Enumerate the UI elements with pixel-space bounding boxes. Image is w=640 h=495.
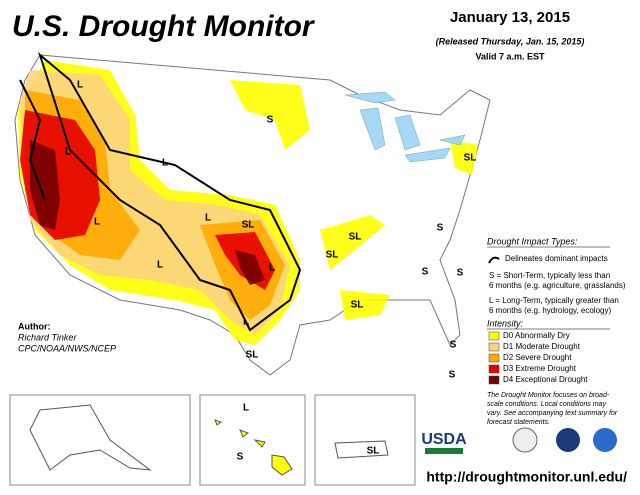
impact-short: S = Short-Term, typically less than xyxy=(489,271,610,280)
hawaii-inset xyxy=(199,394,306,486)
impact-label: S xyxy=(237,452,244,463)
valid: Valid 7 a.m. EST xyxy=(475,51,545,61)
impact-label: L xyxy=(269,263,275,274)
impact-label: S xyxy=(457,268,464,279)
legend-label: D2 Severe Drought xyxy=(503,353,572,362)
date: January 13, 2015 xyxy=(450,9,570,26)
drought-area xyxy=(320,215,385,270)
doc-logo xyxy=(556,428,580,452)
impact-label: SL xyxy=(464,153,477,164)
impact-label: SL xyxy=(242,220,255,231)
impact-label: L xyxy=(65,147,71,158)
impact-line xyxy=(38,52,302,332)
title: U.S. Drought Monitor xyxy=(12,10,316,43)
legend: D0 Abnormally Dry D1 Moderate Drought D2 S… xyxy=(488,331,588,385)
impact-short: 6 months (e.g. agriculture, grasslands) xyxy=(489,281,626,290)
legend-swatch xyxy=(488,342,500,352)
usda-logo: USDA xyxy=(421,431,467,448)
puerto-rico xyxy=(334,440,389,459)
legend-swatch xyxy=(488,364,500,374)
impact-label: L xyxy=(205,213,211,224)
alaska xyxy=(29,404,152,471)
impact-label: SL xyxy=(326,250,339,261)
noaa-logo xyxy=(593,428,617,452)
impact-label: S xyxy=(437,223,444,234)
drought-area xyxy=(235,250,265,285)
legend-label: D1 Moderate Drought xyxy=(503,342,581,351)
drought-area xyxy=(230,80,310,150)
impact-long: 6 months (e.g. hydrology, ecology) xyxy=(489,306,611,315)
impact-line-label: Delineates dominant impacts xyxy=(505,254,608,263)
usda-logo-bar xyxy=(425,448,463,454)
author-heading: Author: xyxy=(18,321,51,331)
legend-label: D0 Abnormally Dry xyxy=(503,331,570,340)
impact-long: L = Long-Term, typically greater than xyxy=(489,296,619,305)
ndmc-logo xyxy=(512,427,538,453)
impact-label: S xyxy=(422,267,429,278)
released: (Released Thursday, Jan. 15, 2015) xyxy=(436,36,585,46)
intensity-heading: Intensity: xyxy=(487,318,524,328)
impact-label: L xyxy=(243,403,249,414)
impact-label: L xyxy=(162,158,168,169)
impact-label: SL xyxy=(367,446,380,457)
impact-label: SL xyxy=(349,232,362,243)
impact-label: L xyxy=(77,80,83,91)
legend-swatch xyxy=(488,375,500,385)
author-org: CPC/NOAA/NWS/NCEP xyxy=(18,343,116,353)
impact-label: S xyxy=(450,340,457,351)
note-line: vary. See accompanying text summary for xyxy=(487,410,618,417)
author-name: Richard Tinker xyxy=(18,332,77,342)
puerto-rico-inset xyxy=(314,394,416,486)
impact-label: S xyxy=(449,370,456,381)
legend-label: D3 Extreme Drought xyxy=(503,364,577,373)
impact-label: SL xyxy=(246,350,259,361)
impact-label: L xyxy=(243,317,249,328)
impact-label: L xyxy=(157,260,163,271)
note: The Drought Monitor focuses on broad-sca… xyxy=(487,392,618,426)
impact-line xyxy=(19,79,46,201)
impact-heading: Drought Impact Types: xyxy=(487,236,578,246)
drought-area xyxy=(450,140,478,175)
impact-label: SL xyxy=(351,300,364,311)
drought-area xyxy=(340,290,390,320)
hawaii xyxy=(214,419,293,476)
legend-swatch xyxy=(488,353,500,363)
drought-areas xyxy=(18,60,478,345)
great-lakes xyxy=(344,91,466,163)
drought-area xyxy=(30,140,60,230)
legend-swatch xyxy=(488,331,500,341)
impact-label: S xyxy=(267,115,274,126)
note-line: The Drought Monitor focuses on broad- xyxy=(487,392,610,399)
impact-symbol xyxy=(488,256,500,264)
legend-label: D4 Exceptional Drought xyxy=(503,375,588,384)
url: http://droughtmonitor.unl.edu/ xyxy=(426,469,627,485)
note-line: scale conditions. Local conditions may xyxy=(487,401,607,408)
impact-label: L xyxy=(94,217,100,228)
note-line: forecast statements. xyxy=(487,419,550,426)
